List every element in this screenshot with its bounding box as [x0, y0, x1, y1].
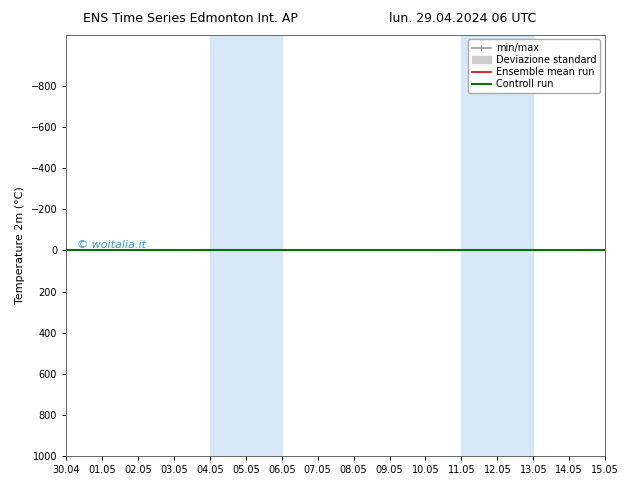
- Text: lun. 29.04.2024 06 UTC: lun. 29.04.2024 06 UTC: [389, 12, 536, 25]
- Text: © woitalia.it: © woitalia.it: [77, 240, 146, 250]
- Legend: min/max, Deviazione standard, Ensemble mean run, Controll run: min/max, Deviazione standard, Ensemble m…: [468, 40, 600, 93]
- Bar: [462, 35, 533, 456]
- Bar: [210, 35, 281, 456]
- Y-axis label: Temperature 2m (°C): Temperature 2m (°C): [15, 186, 25, 304]
- Text: ENS Time Series Edmonton Int. AP: ENS Time Series Edmonton Int. AP: [83, 12, 297, 25]
